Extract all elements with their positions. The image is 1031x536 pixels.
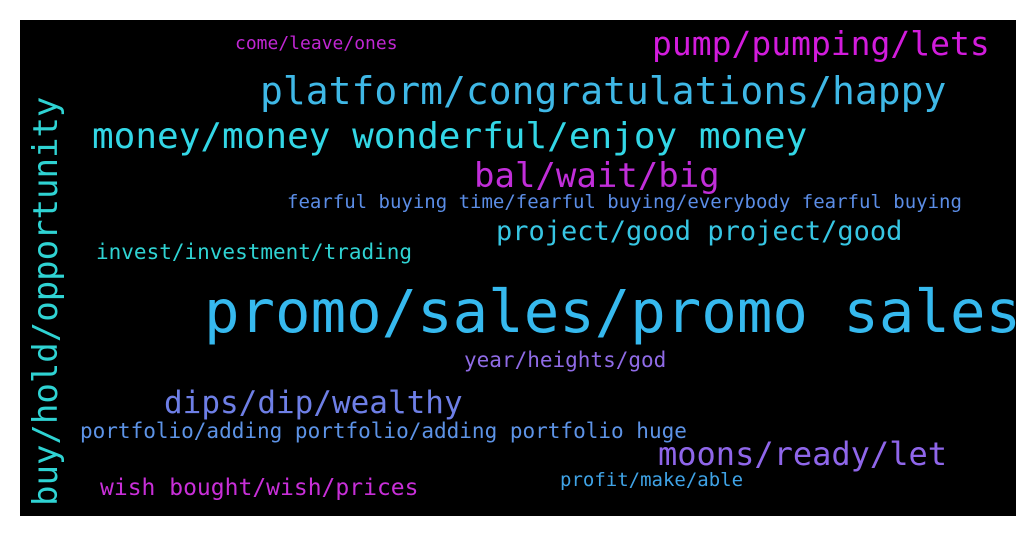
- word-come-leave-ones: come/leave/ones: [235, 33, 398, 54]
- word-invest-investment-trading: invest/investment/trading: [96, 240, 413, 264]
- word-buy-hold-opportunity: buy/hold/opportunity: [26, 96, 66, 506]
- word-portfolio-adding: portfolio/adding portfolio/adding portfo…: [80, 419, 687, 443]
- word-dips-dip-wealthy: dips/dip/wealthy: [164, 385, 463, 421]
- word-wish-bought-prices: wish bought/wish/prices: [100, 475, 419, 501]
- word-pump-pumping-lets: pump/pumping/lets: [652, 24, 990, 63]
- word-bal-wait-big: bal/wait/big: [474, 156, 720, 196]
- word-year-heights-god: year/heights/god: [464, 348, 667, 372]
- word-platform-congratulations-happy: platform/congratulations/happy: [260, 69, 947, 113]
- word-moons-ready-let: moons/ready/let: [658, 435, 947, 473]
- word-money-wonderful-enjoy-money: money/money wonderful/enjoy money: [92, 116, 808, 157]
- word-promo-sales: promo/sales/promo sales: [204, 277, 1016, 346]
- word-cloud: come/leave/ones pump/pumping/lets platfo…: [20, 20, 1016, 516]
- word-project-good: project/good project/good: [496, 216, 903, 247]
- word-profit-make-able: profit/make/able: [560, 469, 744, 491]
- word-fearful-buying: fearful buying time/fearful buying/every…: [287, 191, 962, 213]
